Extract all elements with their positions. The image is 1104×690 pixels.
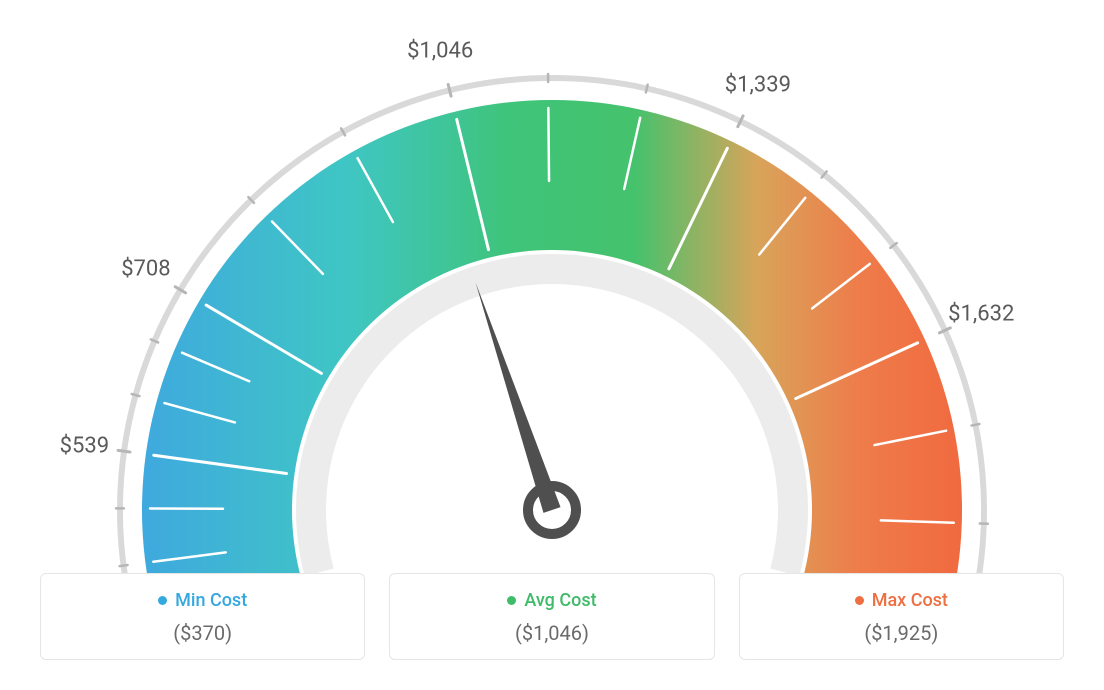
avg-cost-value: ($1,046) <box>398 621 705 645</box>
gauge-tick-label: $1,339 <box>725 73 791 98</box>
min-cost-value: ($370) <box>49 621 356 645</box>
min-dot-icon <box>158 596 167 605</box>
gauge-tick-label: $539 <box>60 433 109 458</box>
gauge-chart: $370$539$708$1,046$1,339$1,632$1,925 <box>0 0 1104 560</box>
max-cost-title: Max Cost <box>855 590 948 611</box>
gauge-tick-label: $708 <box>121 257 170 282</box>
gauge-tick-label: $1,632 <box>948 301 1014 326</box>
gauge-tick-label: $1,046 <box>407 39 473 64</box>
min-cost-title: Min Cost <box>158 590 247 611</box>
gauge-svg <box>0 20 1104 580</box>
min-cost-label: Min Cost <box>175 590 247 611</box>
max-cost-value: ($1,925) <box>748 621 1055 645</box>
avg-cost-title: Avg Cost <box>507 590 596 611</box>
max-dot-icon <box>855 596 864 605</box>
avg-cost-card: Avg Cost ($1,046) <box>389 573 714 660</box>
max-cost-label: Max Cost <box>872 590 948 611</box>
avg-cost-label: Avg Cost <box>524 590 596 611</box>
avg-dot-icon <box>507 596 516 605</box>
min-cost-card: Min Cost ($370) <box>40 573 365 660</box>
summary-cards: Min Cost ($370) Avg Cost ($1,046) Max Co… <box>40 573 1064 660</box>
max-cost-card: Max Cost ($1,925) <box>739 573 1064 660</box>
